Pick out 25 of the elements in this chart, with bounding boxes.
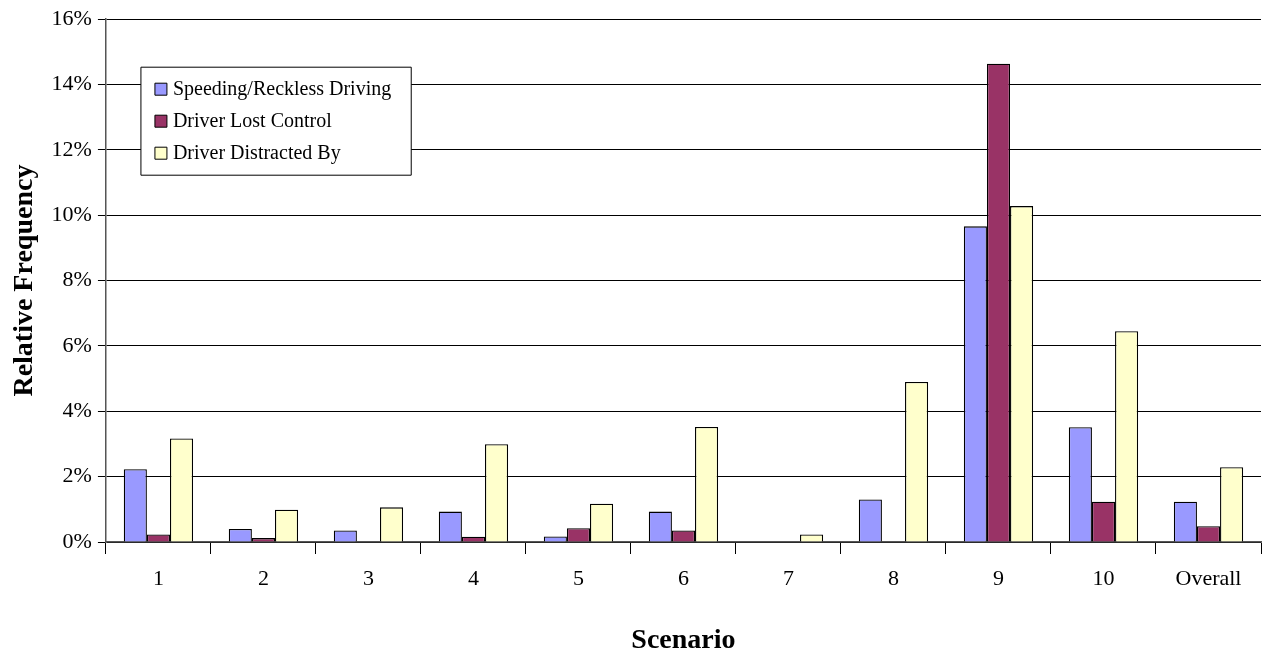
y-tick-label: 0% bbox=[62, 527, 92, 553]
legend-label: Speeding/Reckless Driving bbox=[172, 77, 392, 101]
y-tick-label: 14% bbox=[51, 70, 92, 96]
legend-label: Driver Distracted By bbox=[172, 141, 341, 165]
x-tick-label: 8 bbox=[887, 564, 899, 590]
x-tick-label: Overall bbox=[1175, 564, 1242, 590]
y-tick-label: 10% bbox=[51, 201, 92, 227]
x-tick-label: 9 bbox=[992, 564, 1004, 590]
x-tick-label: 2 bbox=[257, 564, 269, 590]
y-tick-label: 8% bbox=[62, 266, 92, 292]
x-tick-label: 7 bbox=[782, 564, 794, 590]
x-axis-title: Scenario bbox=[631, 623, 736, 655]
y-tick-label: 12% bbox=[51, 135, 92, 161]
y-tick-label: 6% bbox=[62, 331, 92, 357]
x-tick-label: 3 bbox=[362, 564, 374, 590]
x-tick-label: 4 bbox=[467, 564, 479, 590]
y-axis-title: Relative Frequency bbox=[7, 164, 39, 397]
x-tick-label: 6 bbox=[677, 564, 689, 590]
y-tick-label: 16% bbox=[51, 4, 92, 30]
x-tick-label: 10 bbox=[1092, 564, 1115, 590]
x-tick-label: 1 bbox=[152, 564, 164, 590]
y-tick-label: 4% bbox=[62, 397, 92, 423]
x-tick-label: 5 bbox=[572, 564, 584, 590]
y-tick-label: 2% bbox=[62, 462, 92, 488]
legend-label: Driver Lost Control bbox=[172, 109, 333, 132]
